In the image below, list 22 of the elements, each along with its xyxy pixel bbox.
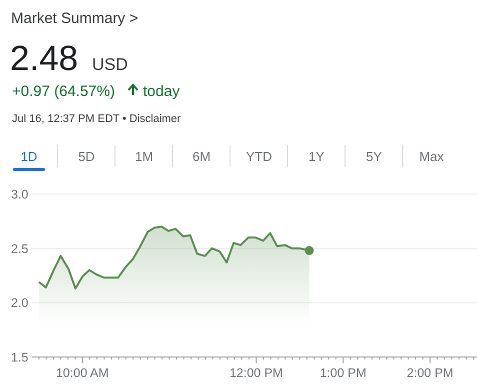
text: 6M bbox=[192, 149, 211, 164]
text: 5Y bbox=[366, 149, 382, 164]
text: Jul 16, 12:37 PM EDT • Disclaimer bbox=[12, 113, 182, 125]
text: +0.97 (64.57%) bbox=[12, 83, 115, 100]
x-tick-label: 12:00 PM bbox=[229, 366, 283, 380]
x-tick-label: 10:00 AM bbox=[56, 366, 109, 380]
text: today bbox=[143, 83, 180, 100]
text: 1M bbox=[134, 149, 154, 164]
y-tick-label: 3.0 bbox=[11, 188, 28, 202]
text: 1Y bbox=[308, 149, 325, 164]
text: USD bbox=[92, 55, 128, 74]
text: 1D bbox=[20, 149, 38, 164]
x-tick-label: 2:00 PM bbox=[406, 366, 454, 380]
y-tick-label: 1.5 bbox=[11, 350, 28, 364]
text: Max bbox=[419, 149, 444, 164]
y-tick-label: 2.0 bbox=[11, 296, 28, 310]
text: 5D bbox=[78, 149, 95, 164]
y-tick-label: 2.5 bbox=[11, 242, 28, 256]
text: 2.48 bbox=[10, 39, 78, 78]
text: YTD bbox=[246, 149, 272, 164]
x-tick-label: 1:00 PM bbox=[320, 366, 366, 380]
chart-title: Market Summary > bbox=[11, 10, 138, 27]
